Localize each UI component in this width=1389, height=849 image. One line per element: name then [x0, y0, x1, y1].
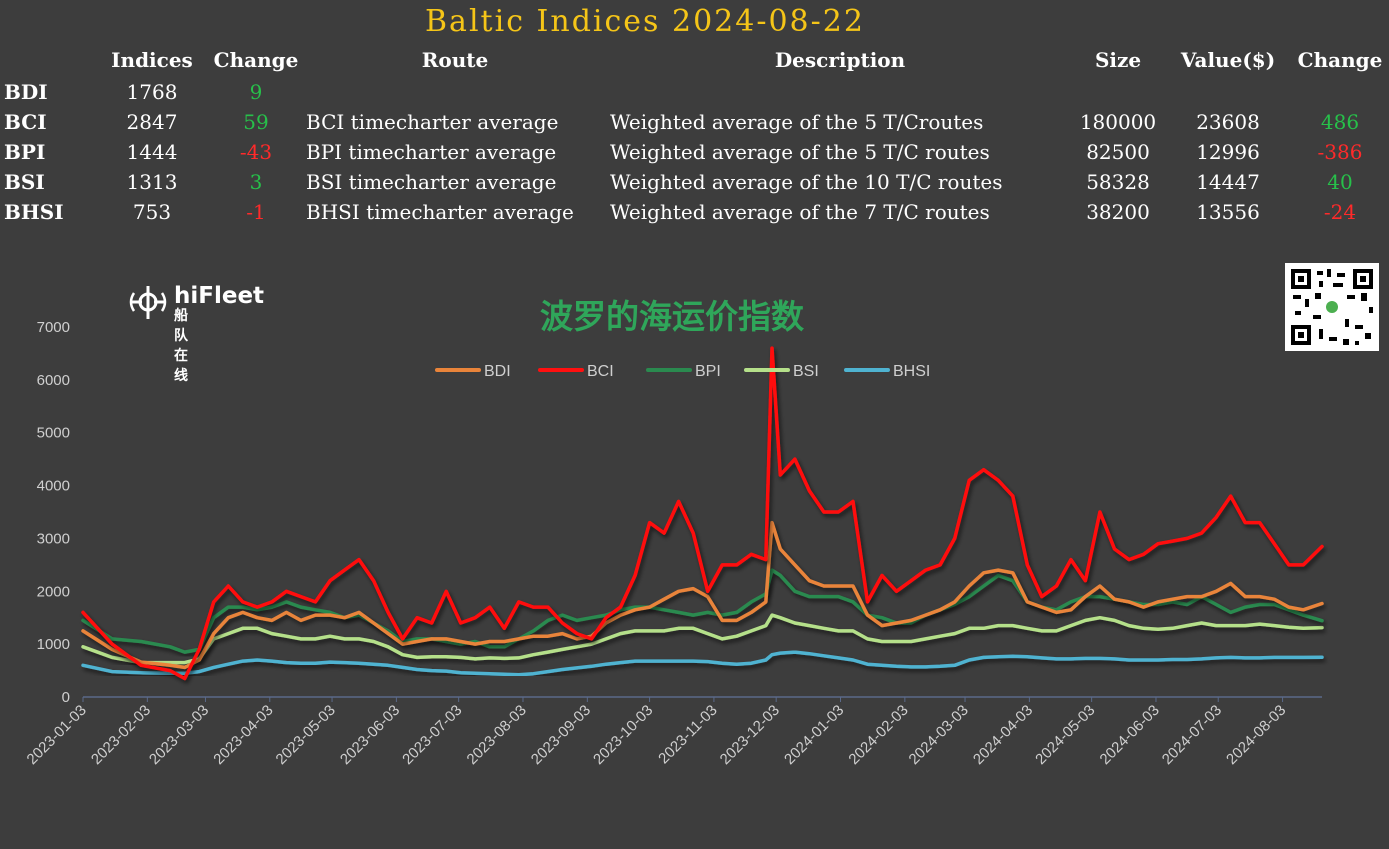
x-tick-label: 2023-09-03	[528, 702, 594, 768]
x-tick-label: 2023-12-03	[717, 702, 783, 768]
row-index-value: 2847	[126, 110, 178, 134]
x-tick-label: 2024-06-03	[1097, 702, 1163, 768]
x-tick-label: 2023-02-03	[88, 702, 154, 768]
qr-code-icon[interactable]	[1285, 263, 1379, 351]
series-line-bci	[81, 346, 1324, 681]
row-size: 38200	[1086, 200, 1150, 224]
x-tick-label: 2024-08-03	[1223, 702, 1289, 768]
col-indices: Indices	[111, 48, 193, 72]
legend-label-bdi: BDI	[484, 363, 511, 380]
row-description: Weighted average of the 5 T/C routes	[610, 140, 990, 164]
row-index-change: -43	[239, 140, 273, 164]
row-index-value: 1444	[126, 140, 178, 164]
row-route: BHSI timecharter average	[306, 200, 574, 224]
row-index-name: BPI	[4, 140, 46, 164]
legend-label-bpi: BPI	[695, 363, 721, 380]
page-title: Baltic Indices 2024-08-22	[425, 4, 865, 39]
y-tick-label: 6000	[37, 372, 70, 389]
row-route: BSI timecharter average	[306, 170, 557, 194]
row-index-change: 59	[243, 110, 269, 134]
y-tick-label: 4000	[37, 478, 70, 495]
y-tick-label: 3000	[37, 530, 70, 547]
col-route: Route	[421, 48, 489, 72]
y-tick-label: 1000	[37, 636, 70, 653]
legend-label-bhsi: BHSI	[893, 363, 930, 380]
row-value: 23608	[1196, 110, 1260, 134]
x-tick-label: 2023-06-03	[337, 702, 403, 768]
row-description: Weighted average of the 5 T/Croutes	[610, 110, 984, 134]
legend-label-bci: BCI	[587, 363, 614, 380]
row-value-change: -386	[1317, 140, 1363, 164]
series-line-bdi	[81, 520, 1324, 670]
x-tick-label: 2023-07-03	[399, 702, 465, 768]
row-value: 13556	[1196, 200, 1260, 224]
row-description: Weighted average of the 7 T/C routes	[610, 200, 990, 224]
series-line-bsi	[81, 613, 1324, 665]
row-value-change: -24	[1323, 200, 1357, 224]
x-tick-label: 2023-08-03	[464, 702, 530, 768]
x-tick-label: 2024-01-03	[781, 702, 847, 768]
x-tick-label: 2023-10-03	[590, 702, 656, 768]
row-value: 12996	[1196, 140, 1260, 164]
row-index-name: BSI	[4, 170, 45, 194]
row-index-change: 9	[249, 80, 263, 104]
y-tick-label: 7000	[37, 319, 70, 336]
x-tick-label: 2023-01-03	[24, 702, 90, 768]
row-index-value: 753	[132, 200, 172, 224]
row-index-name: BDI	[4, 80, 48, 104]
row-value-change: 486	[1320, 110, 1360, 134]
x-tick-label: 2023-11-03	[655, 702, 720, 767]
logo-sub: 船队在线	[174, 308, 192, 384]
row-size: 58328	[1086, 170, 1150, 194]
col-change2: Change	[1297, 48, 1383, 72]
col-value: Value($)	[1180, 48, 1276, 72]
col-size: Size	[1094, 48, 1142, 72]
row-value-change: 40	[1327, 170, 1353, 194]
x-tick-label: 2024-04-03	[970, 702, 1036, 768]
row-description: Weighted average of the 10 T/C routes	[610, 170, 1003, 194]
col-description: Description	[774, 48, 906, 72]
x-tick-label: 2023-04-03	[210, 702, 276, 768]
logo-name: hiFleet	[174, 283, 265, 309]
row-index-change: 3	[249, 170, 263, 194]
series-line-bpi	[81, 568, 1324, 654]
x-tick-label: 2024-03-03	[906, 702, 972, 768]
y-tick-label: 2000	[37, 583, 70, 600]
row-index-value: 1768	[126, 80, 178, 104]
row-index-change: -1	[246, 200, 266, 224]
row-size: 82500	[1086, 140, 1150, 164]
chart-title: 波罗的海运价指数	[540, 297, 804, 336]
x-tick-label: 2023-03-03	[146, 702, 212, 768]
hifleet-logo: hiFleet 船队在线	[128, 283, 264, 384]
hifleet-logo-icon	[129, 286, 167, 319]
x-tick-label: 2023-05-03	[273, 702, 339, 768]
row-index-value: 1313	[126, 170, 178, 194]
x-tick-label: 2024-02-03	[845, 702, 911, 768]
x-tick-label: 2024-07-03	[1159, 702, 1225, 768]
row-size: 180000	[1079, 110, 1157, 134]
row-value: 14447	[1196, 170, 1260, 194]
x-tick-label: 2024-05-03	[1032, 702, 1098, 768]
col-change: Change	[213, 48, 299, 72]
row-route: BCI timecharter average	[306, 110, 559, 134]
row-index-name: BHSI	[4, 200, 64, 224]
y-tick-label: 5000	[37, 425, 70, 442]
series-line-bhsi	[81, 650, 1324, 677]
row-index-name: BCI	[4, 110, 47, 134]
row-route: BPI timecharter average	[306, 140, 557, 164]
y-tick-label: 0	[62, 689, 70, 706]
legend-label-bsi: BSI	[793, 363, 819, 380]
